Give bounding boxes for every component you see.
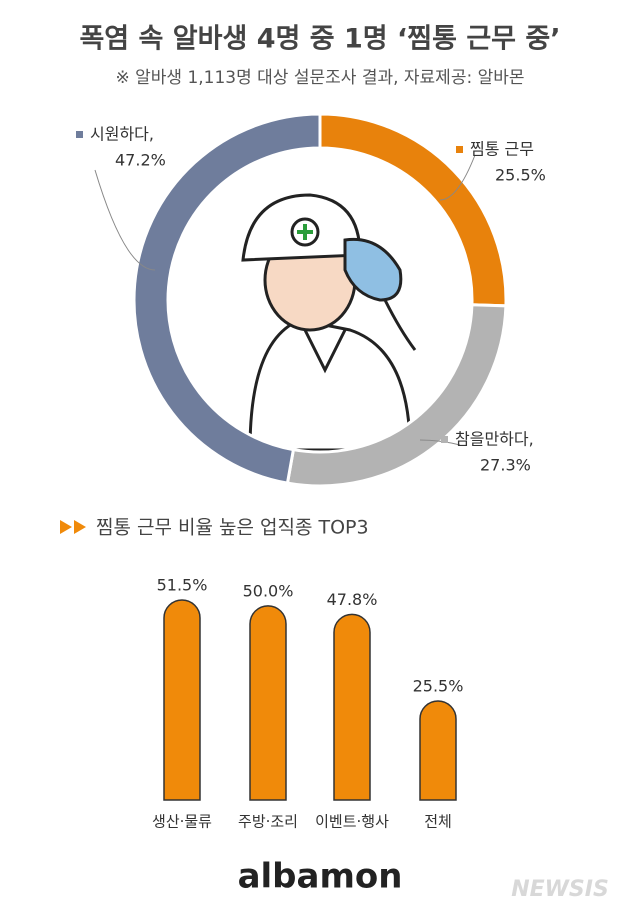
logo: albamon [238,857,403,897]
bar-chart-title: 찜통 근무 비율 높은 업직종 TOP3 [96,517,369,539]
bar-value: 25.5% [413,676,464,695]
bar [163,599,201,801]
x-tick-label: 이벤트·행사 [315,813,389,831]
segment-label: 참을만하다, [455,430,534,449]
x-tick-label: 전체 [424,813,452,831]
legend-swatch [456,146,463,153]
bar-value: 47.8% [327,590,378,609]
legend-swatch [76,131,83,138]
segment-label: 시원하다, [90,125,154,144]
watermark: NEWSIS [511,877,609,902]
bar [249,605,287,801]
donut-segment [132,112,322,485]
worker-illustration [241,193,417,452]
legend-swatch [441,436,448,443]
segment-value: 25.5% [495,166,546,185]
bar [333,613,371,801]
leader-line [94,169,156,271]
bar-value: 51.5% [157,576,208,595]
segment-label: 찜통 근무 [470,140,534,159]
bar [419,700,457,801]
bullet-arrows [60,520,86,534]
x-tick-label: 생산·물류 [152,813,212,831]
title: 폭염 속 알바생 4명 중 1명 ‘찜통 근무 중’ [79,24,560,55]
subtitle: ※ 알바생 1,113명 대상 설문조사 결과, 자료제공: 알바몬 [115,68,524,88]
bar-value: 50.0% [243,581,294,600]
segment-value: 27.3% [480,456,531,475]
segment-value: 47.2% [115,151,166,170]
leader-line [419,439,461,446]
leader-line [439,154,476,201]
x-tick-label: 주방·조리 [238,813,298,831]
